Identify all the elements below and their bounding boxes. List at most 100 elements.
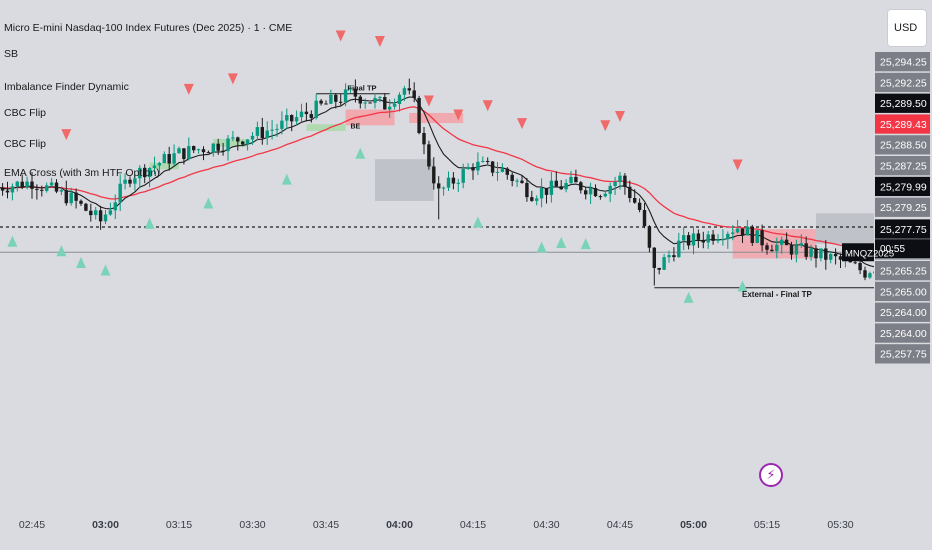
indicator-cbc-flip-2[interactable]: CBC Flip xyxy=(4,138,47,150)
candle xyxy=(44,185,49,191)
sell-signal-marker xyxy=(615,110,625,122)
price-label-bg xyxy=(875,93,930,113)
candle xyxy=(314,100,318,118)
candle xyxy=(275,128,279,130)
candle xyxy=(652,247,657,268)
candle xyxy=(534,198,539,201)
price-label-bg xyxy=(875,261,930,281)
candle xyxy=(838,256,843,260)
candle xyxy=(64,190,69,204)
candle xyxy=(432,166,436,184)
candle xyxy=(515,180,519,182)
candle xyxy=(466,167,470,170)
time-tick-label: 03:30 xyxy=(239,519,265,531)
candle xyxy=(520,180,524,183)
indicator-sb[interactable]: SB xyxy=(4,48,19,60)
buy-signal-marker xyxy=(737,280,748,292)
candle xyxy=(118,183,122,203)
indicator-ema-cross[interactable]: EMA Cross (with 3m HTF Option) xyxy=(4,167,160,179)
candle xyxy=(789,245,794,255)
time-tick-label: 05:30 xyxy=(827,519,853,531)
candle xyxy=(280,120,284,129)
candle xyxy=(402,88,407,95)
time-tick-label: 04:45 xyxy=(607,519,633,531)
price-label: 25,265.00 xyxy=(880,286,927,298)
candle xyxy=(226,138,230,152)
candle xyxy=(363,102,367,104)
candle xyxy=(265,130,269,138)
candle xyxy=(196,149,201,151)
candle xyxy=(378,97,382,99)
candle xyxy=(397,94,402,105)
candle xyxy=(677,240,681,258)
price-label: 25,287.25 xyxy=(880,161,927,173)
candle xyxy=(490,161,495,173)
price-label: 25,289.50 xyxy=(880,98,927,110)
candle xyxy=(549,180,554,195)
countdown-label: 00:55 xyxy=(880,244,905,255)
candle xyxy=(711,234,715,241)
candle xyxy=(574,176,578,183)
lightning-icon[interactable]: ⚡ xyxy=(759,463,783,487)
candle xyxy=(544,188,549,195)
buy-signal-marker xyxy=(580,238,591,250)
time-tick-label: 05:00 xyxy=(680,519,707,531)
candle xyxy=(123,179,127,184)
time-tick-label: 05:15 xyxy=(754,519,780,531)
final-tp-label: Final TP xyxy=(347,83,376,92)
candle xyxy=(863,270,867,278)
time-axis[interactable] xyxy=(0,512,874,550)
candle xyxy=(0,187,5,191)
candle xyxy=(138,167,142,179)
buy-signal-marker xyxy=(100,264,111,276)
zone-box xyxy=(375,159,434,201)
candle xyxy=(294,117,299,122)
candle xyxy=(476,161,480,171)
buy-signal-marker xyxy=(556,237,567,249)
candle xyxy=(721,239,725,241)
candle xyxy=(481,160,485,162)
price-label-bg xyxy=(875,156,930,176)
candle xyxy=(608,185,612,194)
candle xyxy=(765,245,769,250)
symbol-tag-bg xyxy=(842,243,874,262)
candle xyxy=(412,90,416,98)
bull-imbalance-box xyxy=(306,124,346,131)
price-label-bg xyxy=(875,176,930,197)
candle xyxy=(814,248,818,259)
indicator-cbc-flip-1[interactable]: CBC Flip xyxy=(4,107,47,119)
candle xyxy=(539,188,544,199)
sell-signal-marker xyxy=(482,100,493,112)
price-label: 25,289.43 xyxy=(880,119,927,131)
candle xyxy=(319,100,323,104)
indicator-imbalance-finder[interactable]: Imbalance Finder Dynamic xyxy=(4,81,129,93)
candle xyxy=(373,97,377,103)
symbol-title[interactable]: Micro E-mini Nasdaq-100 Index Futures (D… xyxy=(4,22,293,34)
candle xyxy=(113,202,118,211)
candle xyxy=(285,115,289,121)
candle xyxy=(441,187,446,189)
candle xyxy=(623,175,627,187)
candle xyxy=(20,181,24,188)
candle xyxy=(579,182,583,191)
candle xyxy=(525,182,529,198)
candle xyxy=(304,111,309,115)
candle xyxy=(387,106,392,110)
candle xyxy=(569,176,573,184)
candle xyxy=(706,234,710,243)
candle xyxy=(201,149,206,153)
candle xyxy=(530,197,534,201)
candle xyxy=(495,171,500,173)
price-label: 25,279.99 xyxy=(880,181,927,193)
candle xyxy=(98,210,103,222)
price-label: 25,292.25 xyxy=(880,77,927,89)
buy-signal-marker xyxy=(355,147,366,159)
candle xyxy=(799,243,804,246)
candle xyxy=(15,181,20,187)
currency-button[interactable]: USD xyxy=(887,9,927,47)
price-label-bg xyxy=(875,281,930,302)
buy-signal-marker xyxy=(281,173,292,185)
candle xyxy=(701,239,706,243)
